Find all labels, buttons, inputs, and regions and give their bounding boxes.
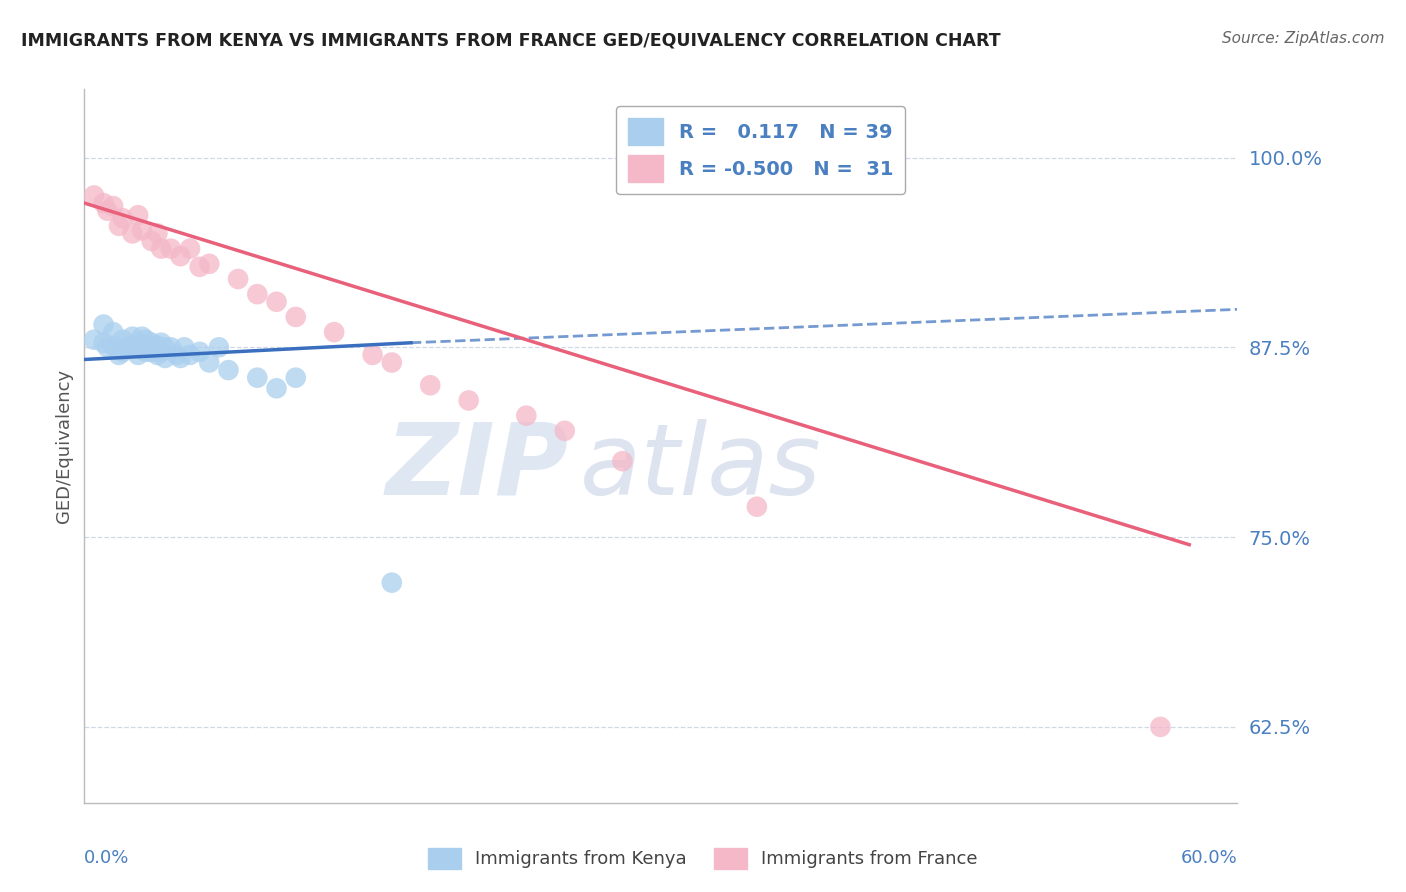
Point: [169, 351, 191, 365]
Point: [284, 310, 307, 324]
Point: [246, 287, 269, 301]
Point: [153, 351, 176, 365]
Point: [208, 340, 231, 354]
Point: [127, 348, 149, 362]
Point: [150, 344, 173, 359]
Point: [179, 348, 201, 362]
Point: [1149, 720, 1171, 734]
Point: [135, 333, 157, 347]
Point: [612, 454, 634, 468]
Point: [188, 344, 211, 359]
Legend: R =   0.117   N = 39, R = -0.500   N =  31: R = 0.117 N = 39, R = -0.500 N = 31: [616, 106, 904, 194]
Point: [121, 329, 143, 343]
Point: [111, 211, 134, 226]
Point: [323, 325, 346, 339]
Legend: Immigrants from Kenya, Immigrants from France: Immigrants from Kenya, Immigrants from F…: [422, 840, 984, 876]
Point: [103, 339, 124, 353]
Point: [131, 329, 153, 343]
Point: [96, 340, 118, 354]
Point: [146, 227, 169, 241]
Point: [188, 260, 211, 274]
Point: [131, 340, 153, 354]
Point: [246, 370, 269, 384]
Point: [169, 249, 191, 263]
Point: [115, 340, 138, 354]
Point: [179, 242, 201, 256]
Text: Source: ZipAtlas.com: Source: ZipAtlas.com: [1222, 31, 1385, 46]
Point: [284, 370, 307, 384]
Point: [198, 257, 221, 271]
Point: [108, 219, 131, 233]
Point: [266, 381, 288, 395]
Text: IMMIGRANTS FROM KENYA VS IMMIGRANTS FROM FRANCE GED/EQUIVALENCY CORRELATION CHAR: IMMIGRANTS FROM KENYA VS IMMIGRANTS FROM…: [21, 31, 1001, 49]
Point: [173, 340, 195, 354]
Point: [361, 348, 384, 362]
Point: [96, 203, 118, 218]
Point: [515, 409, 537, 423]
Point: [131, 223, 153, 237]
Point: [93, 318, 115, 332]
Point: [146, 339, 169, 353]
Point: [108, 348, 131, 362]
Point: [381, 575, 404, 590]
Point: [150, 335, 173, 350]
Point: [141, 335, 163, 350]
Text: atlas: atlas: [581, 419, 821, 516]
Point: [146, 348, 169, 362]
Point: [266, 294, 288, 309]
Point: [198, 355, 221, 369]
Point: [419, 378, 441, 392]
Point: [121, 227, 143, 241]
Point: [160, 340, 183, 354]
Point: [554, 424, 576, 438]
Point: [381, 355, 404, 369]
Point: [111, 333, 134, 347]
Point: [83, 333, 105, 347]
Point: [93, 196, 115, 211]
Point: [127, 208, 149, 222]
Point: [103, 325, 124, 339]
Point: [141, 234, 163, 248]
Point: [103, 199, 124, 213]
Point: [141, 344, 163, 359]
Point: [166, 348, 188, 362]
Y-axis label: GED/Equivalency: GED/Equivalency: [55, 369, 73, 523]
Point: [218, 363, 240, 377]
Text: ZIP: ZIP: [385, 419, 568, 516]
Point: [150, 242, 173, 256]
Point: [457, 393, 479, 408]
Point: [111, 344, 134, 359]
Point: [93, 335, 115, 350]
Point: [153, 340, 176, 354]
Point: [745, 500, 768, 514]
Point: [127, 335, 149, 350]
Point: [226, 272, 249, 286]
Point: [121, 339, 143, 353]
Point: [83, 188, 105, 202]
Text: 60.0%: 60.0%: [1181, 849, 1237, 867]
Point: [160, 242, 183, 256]
Text: 0.0%: 0.0%: [84, 849, 129, 867]
Point: [135, 344, 157, 359]
